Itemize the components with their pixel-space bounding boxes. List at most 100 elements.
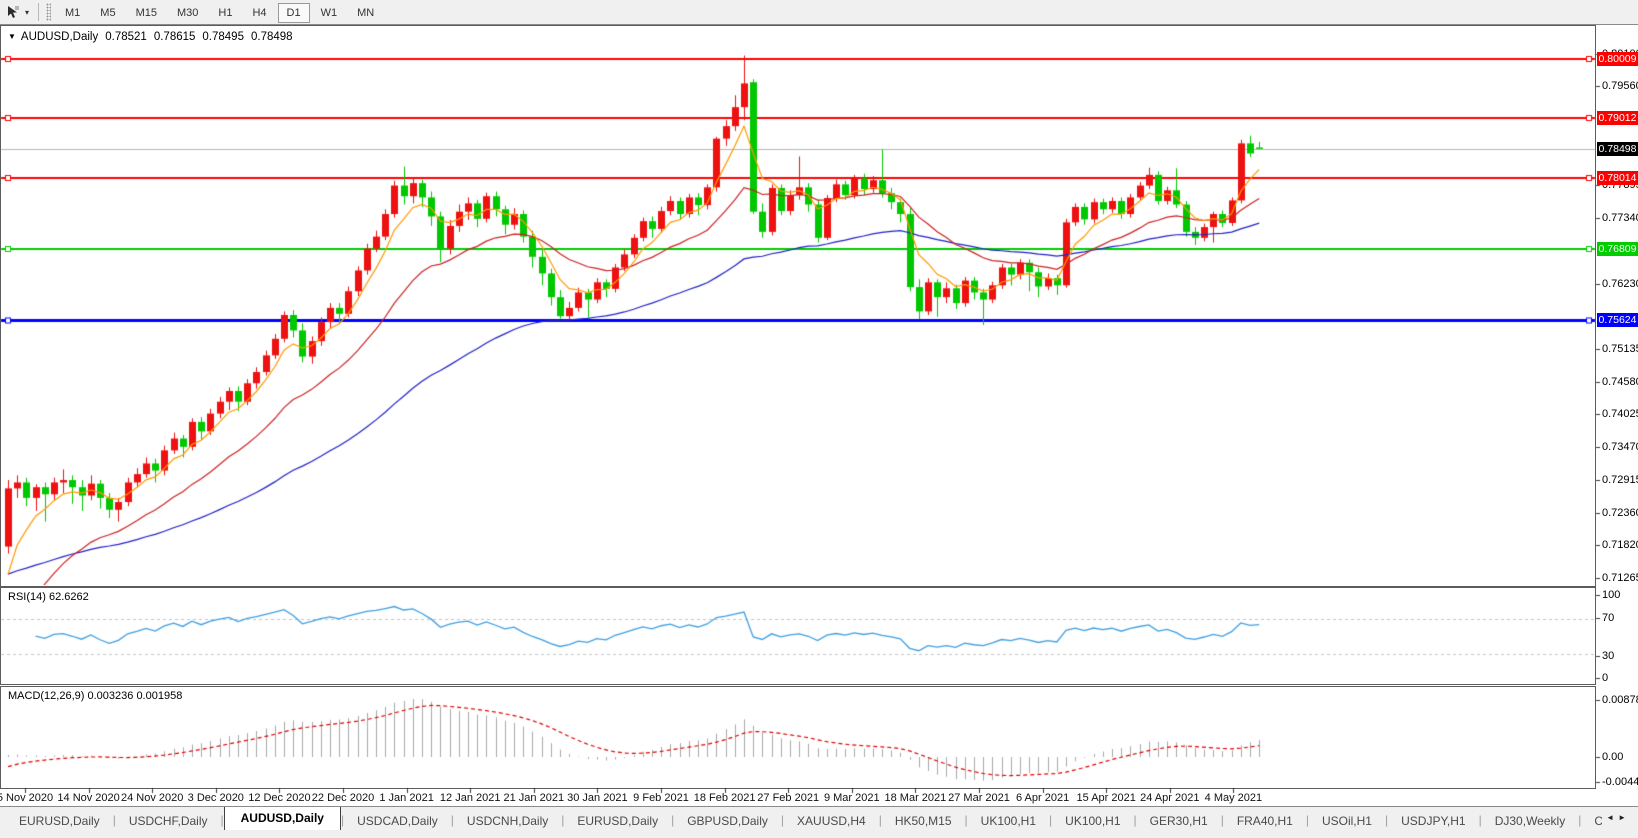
tab-usdcad-daily[interactable]: USDCAD,Daily <box>357 814 438 828</box>
timeframe-button-m15[interactable]: M15 <box>135 7 157 19</box>
price-tick-label: 0.72915 <box>1602 474 1638 487</box>
tab-divider: | <box>1049 813 1053 827</box>
tab-uk100-h1[interactable]: UK100,H1 <box>1065 814 1121 828</box>
price-tick-label: 0.74025 <box>1602 408 1638 421</box>
tab-scroll-arrows: ◄► <box>1602 807 1638 822</box>
macd-tick-label: 0.00 <box>1602 751 1624 763</box>
date-tick-label: 12 Dec 2020 <box>248 792 311 804</box>
timeframe-button-m5[interactable]: M5 <box>100 7 116 19</box>
tab-hk50-m15[interactable]: HK50,M15 <box>894 814 952 828</box>
price-tick-label: 0.75135 <box>1602 342 1638 355</box>
date-tick-label: 6 Apr 2021 <box>1015 792 1070 804</box>
symbol-tabs: EURUSD,Daily | USDCHF,Daily | AUDUSD,Daily | U… <box>0 807 1602 831</box>
timeframe-button-mn[interactable]: MN <box>357 7 375 19</box>
rsi-tick-label: 100 <box>1602 589 1621 601</box>
date-tick-label: 30 Jan 2021 <box>567 792 628 804</box>
price-tick-label: 0.71265 <box>1602 572 1638 585</box>
price-line-badge: 0.79012 <box>1597 111 1638 126</box>
tab-ger30-h1[interactable]: GER30,H1 <box>1149 814 1208 828</box>
timeframe-button-m30[interactable]: M30 <box>176 7 199 19</box>
date-tick-label: 9 Feb 2021 <box>633 792 689 804</box>
price-line-badge: 0.78014 <box>1597 170 1638 185</box>
timeframe-button-d1[interactable]: D1 <box>277 3 310 23</box>
rsi-tick-label: 70 <box>1602 612 1615 624</box>
tab-divider: | <box>1220 813 1224 827</box>
tab-divider: | <box>878 813 882 827</box>
chart-symbol-label: AUDUSD,Daily <box>20 31 99 43</box>
date-tick-label: 15 Apr 2021 <box>1076 792 1136 804</box>
tab-divider: | <box>1578 813 1582 827</box>
date-tick-label: 27 Mar 2021 <box>948 792 1010 804</box>
tab-eurusd-daily[interactable]: EURUSD,Daily <box>577 814 659 828</box>
toolbar-separator <box>38 3 40 21</box>
current-price-badge: 0.78498 <box>1597 141 1638 156</box>
date-tick-label: 12 Jan 2021 <box>439 792 501 804</box>
price-chart-panel[interactable] <box>0 25 1596 587</box>
toolbar-drag-handle[interactable] <box>46 3 52 21</box>
rsi-panel[interactable] <box>0 587 1596 685</box>
tab-divider: | <box>964 813 968 827</box>
macd-label: MACD(12,26,9) 0.003236 0.001958 <box>8 690 183 702</box>
timeframe-toolbar: ▾ M1 M5 M15 M30 H1 H4 D1 W1 MN <box>0 0 1638 25</box>
price-tick-label: 0.79560 <box>1602 79 1638 92</box>
price-tick-label: 0.73470 <box>1602 441 1638 454</box>
macd-signal-value: 0.001958 <box>136 690 183 702</box>
date-tick-label: 18 Feb 2021 <box>693 792 756 804</box>
tab-scroll-left-button[interactable]: ◄ <box>1606 813 1619 822</box>
tab-divider: | <box>1305 813 1309 827</box>
tab-audusd-daily[interactable]: AUDUSD,Daily <box>223 807 341 830</box>
timeframe-buttons: M1 M5 M15 M30 H1 H4 D1 W1 MN <box>55 3 384 23</box>
date-tick-label: 14 Nov 2020 <box>57 792 120 804</box>
chart-objects-toggle-icon[interactable]: ▼ <box>8 32 16 41</box>
date-tick-label: 24 Apr 2021 <box>1140 792 1200 804</box>
tab-eurusd-daily[interactable]: EURUSD,Daily <box>19 814 100 828</box>
tab-xauusd-h4[interactable]: XAUUSD,H4 <box>797 814 866 828</box>
ohlc-low: 0.78495 <box>202 31 244 43</box>
tab-scroll-right-button[interactable]: ► <box>1618 813 1630 822</box>
rsi-label: RSI(14) 62.6262 <box>8 591 89 603</box>
date-tick-label: 3 Dec 2020 <box>187 792 244 804</box>
price-tick-label: 0.71820 <box>1602 539 1638 552</box>
tab-divider: | <box>561 813 565 827</box>
timeframe-button-h4[interactable]: H4 <box>252 7 267 19</box>
ohlc-close: 0.78498 <box>250 31 293 43</box>
date-tick-label: 24 Nov 2020 <box>120 792 184 804</box>
ohlc-high: 0.78615 <box>153 31 196 43</box>
timeframe-button-h1[interactable]: H1 <box>218 7 233 19</box>
macd-value: 0.003236 <box>87 690 134 702</box>
price-line-badge: 0.80009 <box>1597 52 1638 67</box>
tab-usdjpy-h1[interactable]: USDJPY,H1 <box>1401 814 1466 828</box>
tab-divider: | <box>1384 813 1389 827</box>
tab-uk100-h1[interactable]: UK100,H1 <box>980 814 1037 828</box>
price-line-badge: 0.76809 <box>1597 242 1638 257</box>
tab-usdcnh-daily[interactable]: USDCNH,Daily <box>466 814 549 828</box>
tab-gbpusd-daily[interactable]: GBPUSD,Daily <box>687 814 768 828</box>
tab-china300-h1[interactable]: CHINA300,H1 <box>1594 814 1603 828</box>
rsi-value: 62.6262 <box>48 591 89 603</box>
macd-tick-label: 0.008782 <box>1602 694 1638 706</box>
cursor-tool-button[interactable]: ▾ <box>0 0 35 24</box>
date-tick-label: 21 Jan 2021 <box>503 792 565 804</box>
tab-divider: | <box>112 813 116 827</box>
tab-divider: | <box>340 813 345 827</box>
ohlc-open: 0.78521 <box>105 31 147 43</box>
date-tick-label: 27 Feb 2021 <box>757 792 820 804</box>
date-tick-label: 18 Mar 2021 <box>884 792 947 804</box>
price-tick-label: 0.76230 <box>1602 277 1638 290</box>
price-tick-label: 0.72360 <box>1602 507 1638 520</box>
date-tick-label: 22 Dec 2020 <box>311 792 375 804</box>
tab-divider: | <box>450 813 454 827</box>
tab-usdchf-daily[interactable]: USDCHF,Daily <box>128 814 208 828</box>
macd-panel[interactable] <box>0 686 1596 789</box>
rsi-tick-label: 0 <box>1602 672 1609 684</box>
timeframe-button-m1[interactable]: M1 <box>65 7 81 19</box>
tab-usoil-h1[interactable]: USOil,H1 <box>1321 814 1372 828</box>
tab-dj30-weekly[interactable]: DJ30,Weekly <box>1494 814 1566 828</box>
price-tick-label: 0.74580 <box>1602 375 1638 388</box>
cursor-tool-icon <box>8 5 19 18</box>
macd-tick-label: -0.004451 <box>1602 776 1638 788</box>
tab-divider: | <box>780 813 785 827</box>
timeframe-button-w1[interactable]: W1 <box>320 7 338 19</box>
tab-fra40-h1[interactable]: FRA40,H1 <box>1236 814 1293 828</box>
date-tick-label: 1 Jan 2021 <box>379 792 434 804</box>
